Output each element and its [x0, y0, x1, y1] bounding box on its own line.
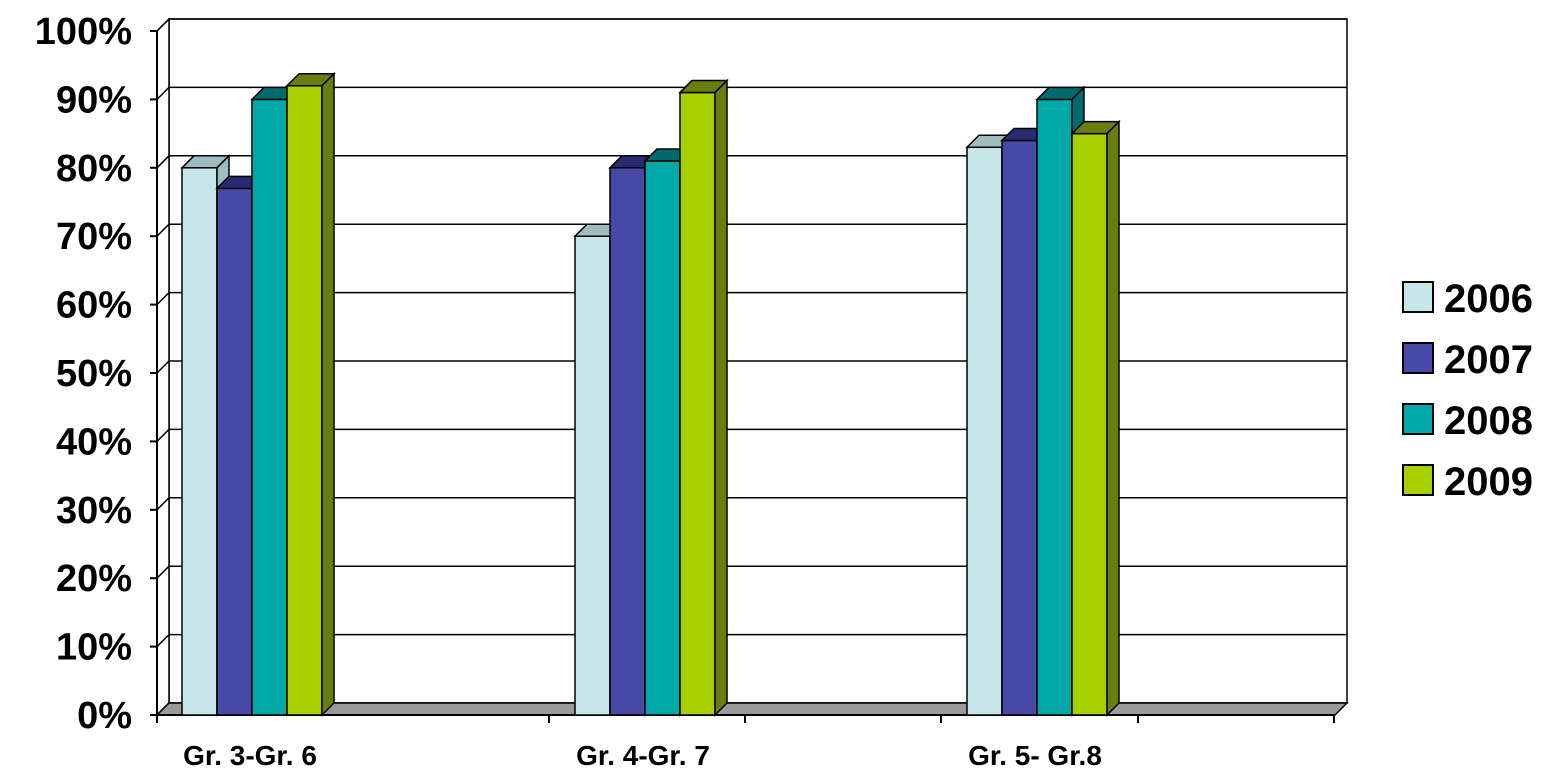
y-tick-label: 60% [56, 285, 132, 327]
bar-2006-front [181, 167, 218, 716]
y-tick-label: 90% [56, 79, 132, 121]
gridline-side [156, 18, 170, 32]
y-tick-label: 100% [35, 11, 132, 53]
legend-label: 2006 [1444, 277, 1533, 321]
y-tick-label: 10% [56, 627, 132, 669]
bar-2006-front [574, 235, 611, 716]
category-label: Gr. 3-Gr. 6 [183, 740, 317, 771]
legend-label: 2008 [1444, 399, 1533, 443]
y-tick-label: 70% [56, 216, 132, 258]
legend-swatch-2006 [1402, 281, 1434, 313]
category-label: Gr. 4-Gr. 7 [576, 740, 710, 771]
gridline-side [156, 223, 170, 237]
legend-swatch-2009 [1402, 464, 1434, 496]
gridline-side [156, 360, 170, 374]
plot-floor [155, 702, 1349, 716]
bar-2009-front [679, 91, 716, 716]
bar-2008-front [1036, 98, 1073, 716]
bar-2008-front [251, 98, 288, 716]
y-tick-label: 0% [77, 695, 132, 737]
y-tick-label: 50% [56, 353, 132, 395]
legend-swatch-2007 [1402, 342, 1434, 374]
y-tick-label: 30% [56, 490, 132, 532]
legend-label: 2009 [1444, 460, 1533, 504]
bar-2006-front [966, 146, 1003, 716]
bar-2007-front [1001, 139, 1038, 716]
y-tick-label: 20% [56, 558, 132, 600]
bar-2009-side [1106, 119, 1120, 717]
y-tick-label: 40% [56, 421, 132, 463]
legend-label: 2007 [1444, 338, 1533, 382]
bar-2007-front [216, 187, 253, 716]
gridline-side [156, 565, 170, 579]
gridline-side [156, 497, 170, 511]
gridline-side [156, 634, 170, 648]
legend-swatch-2008 [1402, 403, 1434, 435]
bar-2009-side [321, 71, 335, 717]
gridline-side [156, 86, 170, 100]
bar-2007-front [609, 167, 646, 716]
gridline-side [156, 292, 170, 306]
gridline-side [156, 155, 170, 169]
bar-2009-front [1071, 132, 1108, 716]
gridline-side [156, 428, 170, 442]
bar-2009-side [714, 78, 728, 717]
bar-2009-front [286, 84, 323, 716]
bar-2008-front [644, 160, 681, 716]
y-tick-label: 80% [56, 148, 132, 190]
category-label: Gr. 5- Gr.8 [968, 740, 1102, 771]
